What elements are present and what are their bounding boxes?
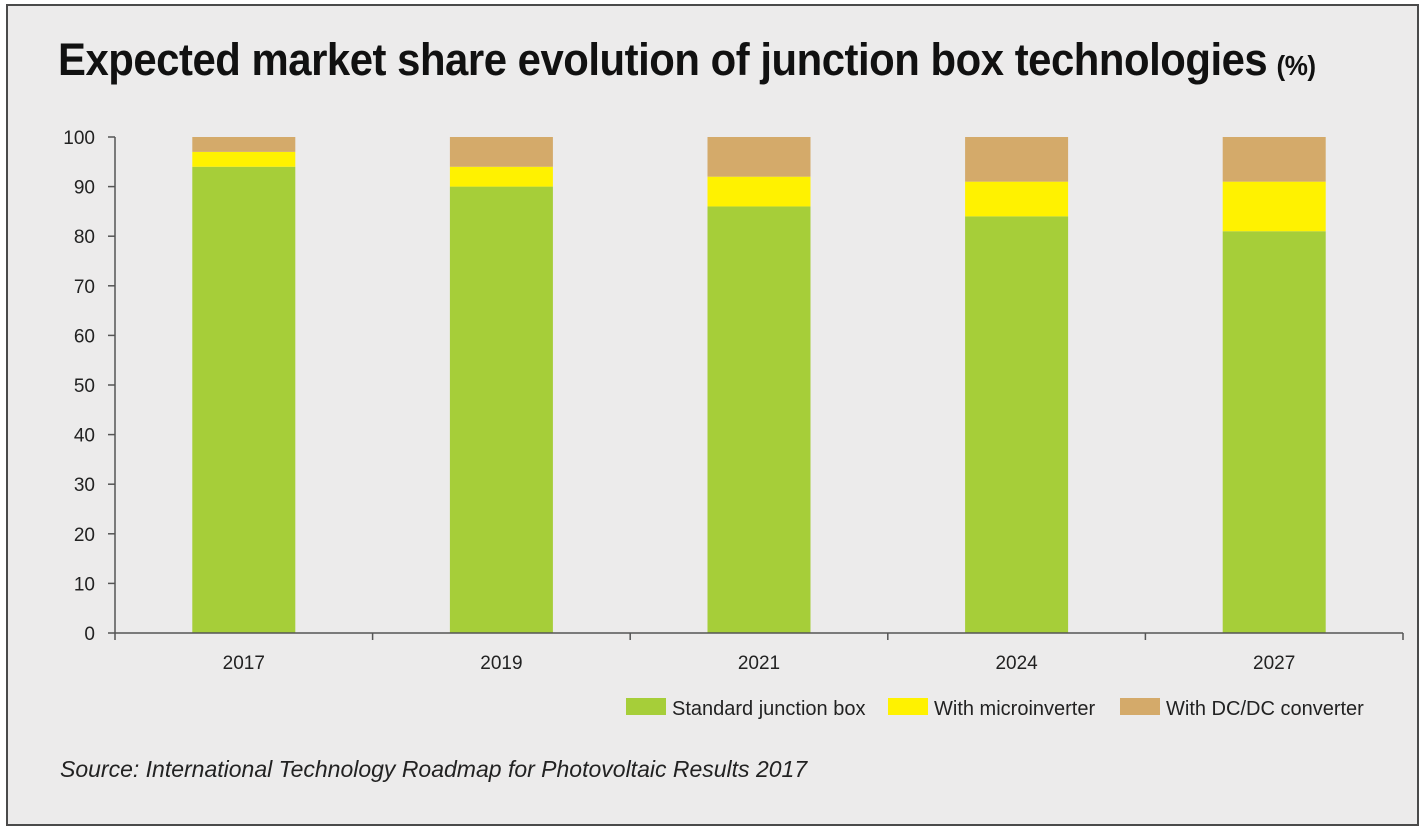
legend: Standard junction box With microinverter W… <box>626 698 1364 720</box>
bars-group <box>192 137 1326 634</box>
y-tick-label: 10 <box>74 574 95 595</box>
bar-segment <box>449 137 553 167</box>
y-tick-label: 100 <box>63 128 95 149</box>
y-tick-label: 0 <box>84 624 95 645</box>
legend-swatch <box>626 698 666 715</box>
y-tick-label: 70 <box>74 277 95 298</box>
bar-segment <box>707 137 811 177</box>
x-tick-label: 2021 <box>738 653 780 674</box>
bar-segment <box>192 151 296 167</box>
bar-segment <box>707 176 811 207</box>
y-tick-label: 30 <box>74 475 95 496</box>
y-ticks-group: 0 10 20 30 40 50 60 70 80 90 100 <box>63 128 115 645</box>
bar-segment <box>192 137 296 152</box>
bar-segment <box>1222 181 1326 232</box>
bar-segment <box>192 166 296 633</box>
y-tick-label: 90 <box>74 178 95 199</box>
x-tick-label: 2027 <box>1253 653 1295 674</box>
bar-segment <box>965 181 1069 217</box>
source-note: Source: International Technology Roadmap… <box>60 756 808 782</box>
legend-swatch <box>888 698 928 715</box>
chart-title-text: Expected market share evolution of junct… <box>58 34 1268 85</box>
y-tick-label: 40 <box>74 426 95 447</box>
x-tick-label: 2024 <box>995 653 1038 674</box>
bar-segment <box>1222 231 1326 634</box>
legend-label: With DC/DC converter <box>1166 698 1364 720</box>
legend-swatch <box>1120 698 1160 715</box>
x-ticks-group: 2017 2019 2021 2024 2027 <box>114 633 1404 674</box>
bar-segment <box>1222 137 1326 182</box>
chart-title-unit: (%) <box>1276 50 1317 81</box>
chart-title: Expected market share evolution of junct… <box>58 34 1316 86</box>
bar-segment <box>965 216 1069 634</box>
bar-segment <box>965 137 1069 182</box>
y-tick-label: 60 <box>74 326 95 347</box>
bar-segment <box>449 186 553 633</box>
y-tick-label: 50 <box>74 376 95 397</box>
legend-label: With microinverter <box>934 698 1095 720</box>
x-tick-label: 2019 <box>480 653 522 674</box>
legend-label: Standard junction box <box>672 698 865 720</box>
bar-segment <box>707 206 811 633</box>
bar-segment <box>449 166 553 187</box>
x-tick-label: 2017 <box>223 653 265 674</box>
y-tick-label: 80 <box>74 227 95 248</box>
y-tick-label: 20 <box>74 525 95 546</box>
